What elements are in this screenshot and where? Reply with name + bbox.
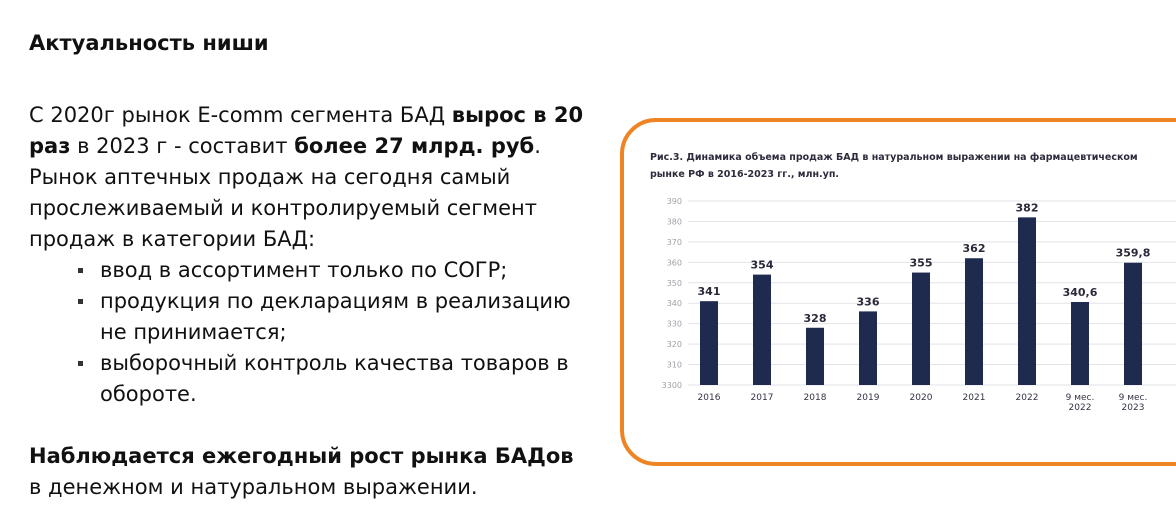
bar [700,301,718,385]
y-tick-label: 370 [667,238,682,247]
chart-frame [620,118,1176,466]
bar [806,327,824,385]
y-tick-label: 340 [667,299,682,308]
chart-title: Рис.3. Динамика объема продаж БАД в нату… [650,152,1138,180]
data-label: 341 [698,285,721,298]
bar [1018,217,1036,385]
bar [1071,301,1089,385]
x-tick-label: 2016 [698,393,721,403]
data-label: 355 [910,257,933,270]
x-tick-label: 9 мес. [1066,393,1095,403]
x-tick-label: 2022 [1016,393,1039,403]
bullet-item: продукция по декларациям в реализацию не… [75,286,599,348]
y-tick-label: 310 [667,361,682,370]
x-tick-label: 2021 [963,393,986,403]
growth-highlight: вырос в 20 раз [29,103,584,158]
y-tick-label: 390 [667,197,682,206]
data-label: 359,8 [1116,247,1151,260]
y-tick-label: 360 [667,258,682,267]
y-tick-label: 350 [667,279,682,288]
x-tick-label: 2023 [1122,403,1145,413]
data-label: 354 [751,259,774,272]
conclusion-rest: в денежном и натуральном выражении. [29,475,478,499]
x-tick-label: 2019 [857,393,880,403]
x-tick-label: 9 мес. [1119,393,1148,403]
data-label: 362 [963,242,986,255]
bar [1124,262,1142,385]
intro-paragraph: С 2020г рынок E-comm сегмента БАД вырос … [29,103,584,251]
market-size-highlight: более 27 млрд. руб [294,134,535,158]
y-tick-label: 330 [667,320,682,329]
data-label: 340,6 [1063,286,1098,299]
intro-text: С 2020г рынок E-comm сегмента БАД вырос … [29,100,599,410]
bullet-list: ввод в ассортимент только по СОГР; проду… [29,255,599,410]
bullet-item: выборочный контроль качества товаров в о… [75,348,599,410]
x-tick-label: 2022 [1069,403,1092,413]
x-tick-label: 2018 [804,393,827,403]
conclusion-text: Наблюдается ежегодный рост рынка БАДов в… [29,441,619,503]
data-label: 336 [857,295,880,308]
y-tick-label: 380 [667,217,682,226]
x-tick-label: 2020 [910,393,933,403]
conclusion-highlight: Наблюдается ежегодный рост рынка БАДов [29,444,574,468]
section-title: Актуальность ниши [29,31,269,55]
bullet-item: ввод в ассортимент только по СОГР; [75,255,599,286]
y-tick-label: 320 [667,340,682,349]
bar [753,274,771,385]
bar [859,311,877,385]
data-label: 328 [804,312,827,325]
x-tick-label: 2017 [751,393,774,403]
bar-chart: 3300 310 320 330 340 350 360 370 380 390 341 2016 35… [662,197,1176,413]
y-tick-label: 3300 [662,381,682,390]
bar [965,258,983,385]
data-label: 382 [1016,201,1039,214]
bar [912,272,930,385]
